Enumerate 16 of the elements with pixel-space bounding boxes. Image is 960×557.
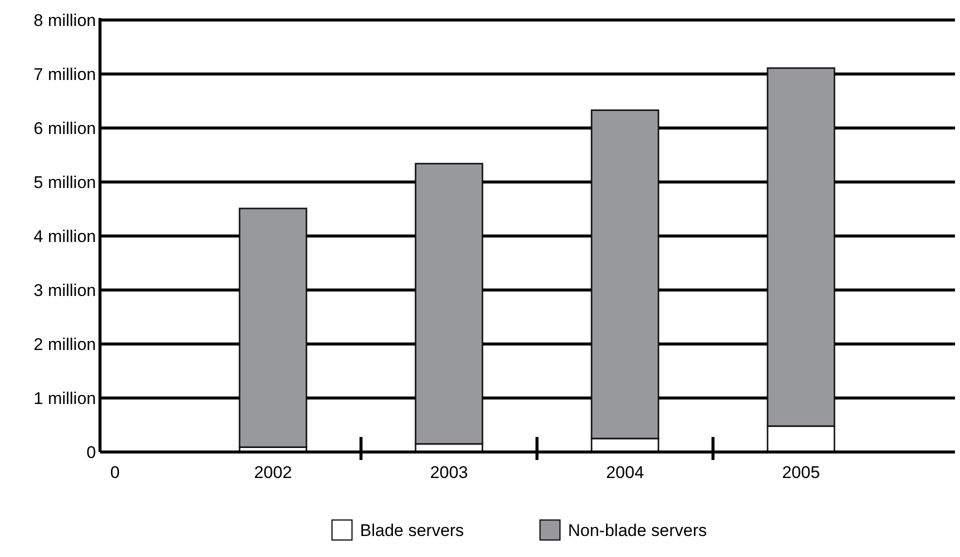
y-tick-label: 1 million bbox=[34, 389, 96, 408]
legend-label: Blade servers bbox=[360, 521, 464, 540]
x-tick-label: 2004 bbox=[606, 463, 644, 482]
x-tick-label: 2005 bbox=[782, 463, 820, 482]
y-tick-label: 4 million bbox=[34, 227, 96, 246]
y-tick-label: 0 bbox=[86, 443, 96, 462]
y-tick-label: 7 million bbox=[34, 65, 96, 84]
y-tick-label: 6 million bbox=[34, 119, 96, 138]
y-tick-label: 5 million bbox=[34, 173, 96, 192]
y-tick-label: 8 million bbox=[34, 11, 96, 30]
y-tick-label: 2 million bbox=[34, 335, 96, 354]
x-tick-label: 0 bbox=[110, 463, 120, 482]
y-tick-label: 3 million bbox=[34, 281, 96, 300]
x-tick-label: 2002 bbox=[254, 463, 292, 482]
legend-label: Non-blade servers bbox=[568, 521, 707, 540]
x-tick-label: 2003 bbox=[430, 463, 468, 482]
